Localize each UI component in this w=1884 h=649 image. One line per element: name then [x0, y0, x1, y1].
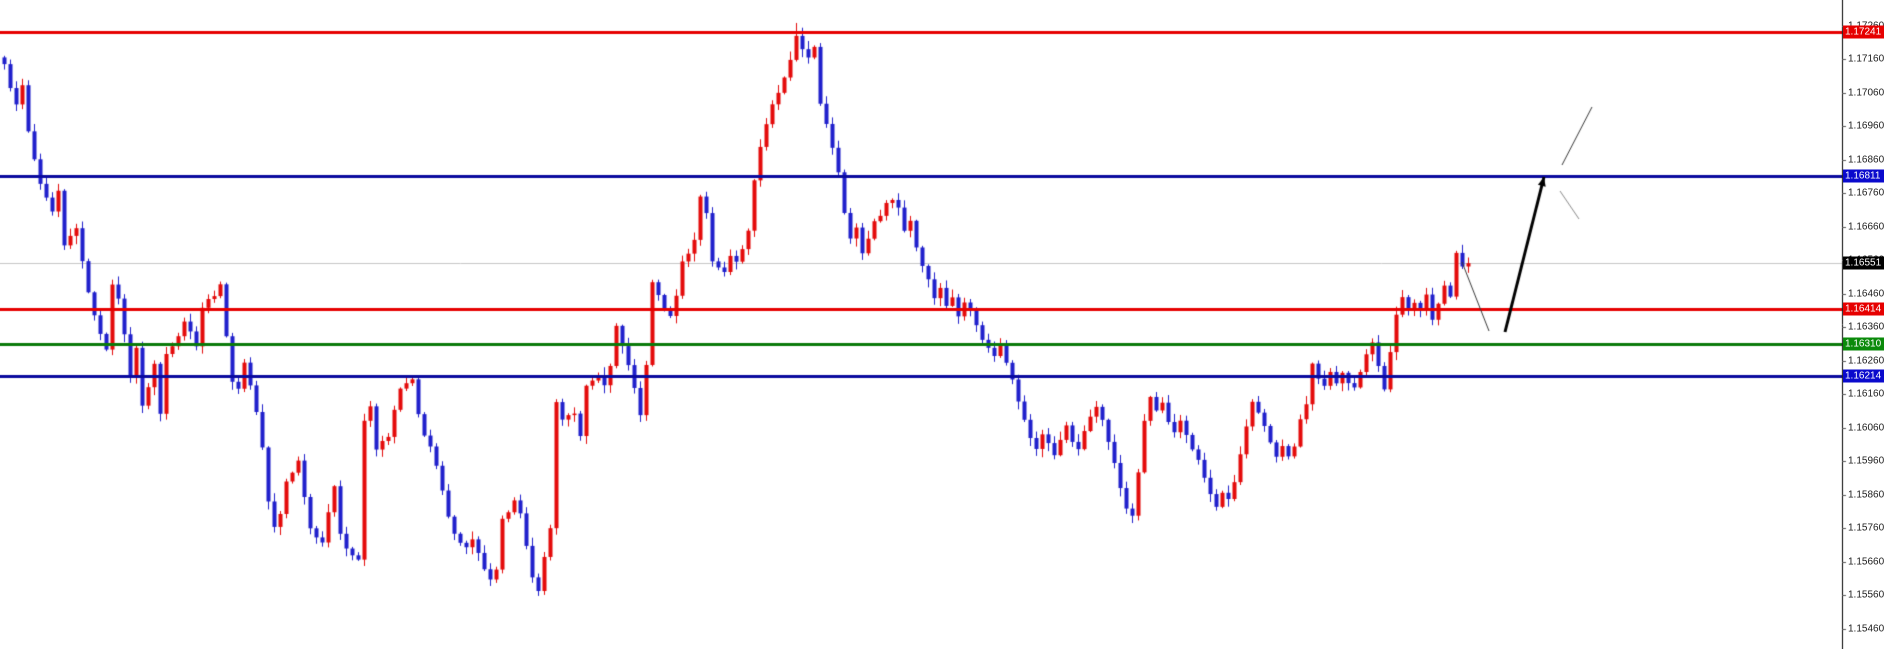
level-price-tag-1.16214[interactable]: 1.16214: [1843, 369, 1884, 383]
price-tick-label: 1.16960: [1848, 120, 1884, 132]
price-tick-label: 1.16360: [1848, 321, 1884, 333]
price-tick-label: 1.15760: [1848, 522, 1884, 534]
price-tick-label: 1.16060: [1848, 422, 1884, 434]
price-tick-label: 1.16460: [1848, 288, 1884, 300]
price-tick-label: 1.16160: [1848, 388, 1884, 400]
level-price-tag-1.16310[interactable]: 1.16310: [1843, 337, 1884, 351]
price-tick-label: 1.15460: [1848, 623, 1884, 635]
price-tick-label: 1.17060: [1848, 87, 1884, 99]
price-tick-label: 1.15660: [1848, 556, 1884, 568]
price-tick-label: 1.17160: [1848, 53, 1884, 65]
price-tick-label: 1.15960: [1848, 455, 1884, 467]
level-price-tag-1.16414[interactable]: 1.16414: [1843, 302, 1884, 316]
price-tick-label: 1.16660: [1848, 221, 1884, 233]
price-tick-label: 1.16760: [1848, 187, 1884, 199]
level-price-tag-1.16811[interactable]: 1.16811: [1843, 169, 1884, 183]
price-tick-label: 1.16260: [1848, 355, 1884, 367]
level-price-tag-1.17241[interactable]: 1.17241: [1843, 25, 1884, 39]
price-tick-label: 1.15860: [1848, 489, 1884, 501]
price-tick-label: 1.16860: [1848, 154, 1884, 166]
price-tick-label: 1.15560: [1848, 589, 1884, 601]
current-price-tag: 1.16551: [1843, 256, 1884, 270]
